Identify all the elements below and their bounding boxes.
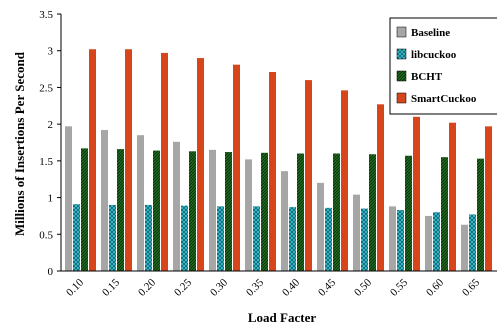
bar-smartcuckoo-0.55 — [413, 116, 420, 271]
bar-libcuckoo-0.45 — [325, 207, 332, 271]
y-axis-title: Millions of Insertions Per Second — [12, 51, 27, 236]
bar-bcht-0.40 — [297, 153, 304, 271]
bar-bcht-0.10 — [81, 148, 88, 271]
bar-baseline-0.60 — [425, 215, 432, 271]
bar-libcuckoo-0.10 — [73, 204, 80, 271]
bar-smartcuckoo-0.10 — [89, 49, 96, 272]
x-tick-label: 0.55 — [388, 276, 410, 298]
legend-label: BCHT — [411, 71, 443, 83]
bar-smartcuckoo-0.35 — [269, 72, 276, 271]
bar-libcuckoo-0.25 — [181, 205, 188, 271]
bar-baseline-0.40 — [281, 171, 288, 271]
bar-baseline-0.15 — [101, 130, 108, 271]
x-tick-label: 0.60 — [424, 276, 446, 298]
y-tick-label: 2.5 — [39, 82, 53, 94]
y-tick-label: 2 — [48, 119, 54, 131]
bar-smartcuckoo-0.40 — [305, 80, 312, 271]
x-tick-label: 0.30 — [208, 276, 230, 298]
legend: Baseline libcuckoo BCHT SmartCuckoo — [389, 17, 497, 115]
bar-libcuckoo-0.30 — [217, 206, 224, 271]
bar-bcht-0.30 — [225, 152, 232, 271]
bar-libcuckoo-0.50 — [361, 208, 368, 271]
legend-swatch-bcht — [396, 70, 407, 82]
y-axis: 0 0.5 1 1.5 2 2.5 3 3.5 — [39, 9, 61, 278]
legend-label: SmartCuckoo — [411, 93, 477, 105]
x-tick-label: 0.35 — [244, 276, 266, 298]
bar-baseline-0.45 — [317, 182, 324, 271]
bar-baseline-0.35 — [245, 159, 252, 271]
legend-swatch-smartcuckoo — [396, 92, 407, 104]
bar-bcht-0.35 — [261, 152, 268, 271]
legend-swatch-libcuckoo — [396, 48, 407, 60]
bar-baseline-0.50 — [353, 194, 360, 271]
x-tick-label: 0.10 — [64, 276, 86, 298]
bar-libcuckoo-0.60 — [433, 212, 440, 271]
y-tick-label: 3 — [48, 46, 54, 58]
y-tick-label: 3.5 — [39, 9, 53, 21]
bar-libcuckoo-0.40 — [289, 207, 296, 271]
legend-label: Baseline — [411, 27, 450, 39]
x-tick-label: 0.65 — [460, 276, 482, 298]
bar-bcht-0.20 — [153, 150, 160, 271]
bar-baseline-0.30 — [209, 149, 216, 271]
x-tick-label: 0.45 — [316, 276, 338, 298]
x-axis: 0.10 0.15 0.20 0.25 0.30 0.35 0.40 0.45 0.50 0.55… — [64, 276, 497, 298]
bar-libcuckoo-0.15 — [109, 204, 116, 271]
bar-bcht-0.15 — [117, 149, 124, 271]
bar-smartcuckoo-0.30 — [233, 64, 240, 271]
bar-libcuckoo-0.35 — [253, 206, 260, 271]
x-tick-label: 0.20 — [136, 276, 158, 298]
y-tick-label: 1.5 — [39, 156, 53, 168]
bar-smartcuckoo-0.50 — [377, 104, 384, 272]
x-tick-label: 0.40 — [280, 276, 302, 298]
x-tick-label: 0.25 — [172, 276, 194, 298]
bar-libcuckoo-0.20 — [145, 204, 152, 271]
x-tick-label: 0.50 — [352, 276, 374, 298]
x-axis-title: Load Facter — [248, 310, 316, 325]
bar-bcht-0.45 — [333, 153, 340, 271]
bar-bcht-0.60 — [441, 157, 448, 271]
bar-baseline-0.10 — [65, 126, 72, 272]
bar-smartcuckoo-0.65 — [485, 126, 492, 272]
bar-smartcuckoo-0.20 — [161, 52, 168, 271]
bar-bcht-0.55 — [405, 155, 412, 271]
bar-libcuckoo-0.55 — [397, 210, 404, 271]
x-tick-label: 0.15 — [100, 276, 122, 298]
bar-smartcuckoo-0.25 — [197, 58, 204, 271]
bar-bcht-0.65 — [477, 158, 484, 271]
bar-baseline-0.65 — [461, 224, 468, 271]
bar-baseline-0.25 — [173, 141, 180, 271]
bar-bcht-0.50 — [369, 154, 376, 271]
legend-label: libcuckoo — [411, 49, 457, 61]
bar-smartcuckoo-0.15 — [125, 49, 132, 272]
legend-box — [389, 17, 497, 115]
y-tick-label: 1 — [48, 193, 54, 205]
y-tick-label: 0.5 — [39, 229, 53, 241]
y-tick-label: 0 — [48, 266, 54, 278]
bar-smartcuckoo-0.45 — [341, 90, 348, 271]
legend-swatch-baseline — [396, 26, 407, 38]
bar-smartcuckoo-0.60 — [449, 122, 456, 271]
bar-baseline-0.55 — [389, 206, 396, 271]
bar-bcht-0.25 — [189, 151, 196, 271]
bar-libcuckoo-0.65 — [469, 214, 476, 271]
bar-series — [65, 49, 492, 272]
bar-baseline-0.20 — [137, 135, 144, 271]
